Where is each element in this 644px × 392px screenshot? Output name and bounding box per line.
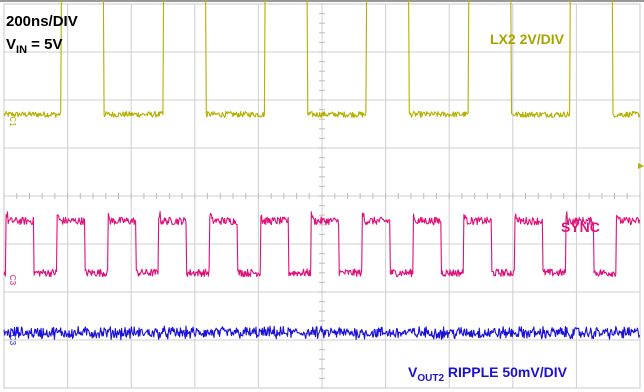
vin-label: VIN = 5V — [6, 36, 62, 56]
traces: C1 C3 C3 — [3, 0, 644, 346]
channel-marker: C3 — [8, 335, 17, 346]
trigger-level-marker — [638, 163, 644, 169]
channel-marker: C1 — [8, 116, 17, 127]
lx2-trace — [3, 0, 641, 118]
vout2-ripple-series-label: VOUT2 RIPPLE 50mV/DIV — [408, 364, 568, 384]
sync-series-label: SYNC — [561, 219, 600, 235]
channel-marker: C3 — [8, 275, 17, 286]
vout2-ripple-trace — [3, 325, 641, 341]
lx2-series-label: LX2 2V/DIV — [490, 31, 565, 47]
sync-trace — [3, 211, 641, 278]
timebase-label: 200ns/DIV — [6, 13, 78, 30]
labels: 200ns/DIV VIN = 5V LX2 2V/DIV SYNC VOUT2… — [6, 13, 600, 384]
